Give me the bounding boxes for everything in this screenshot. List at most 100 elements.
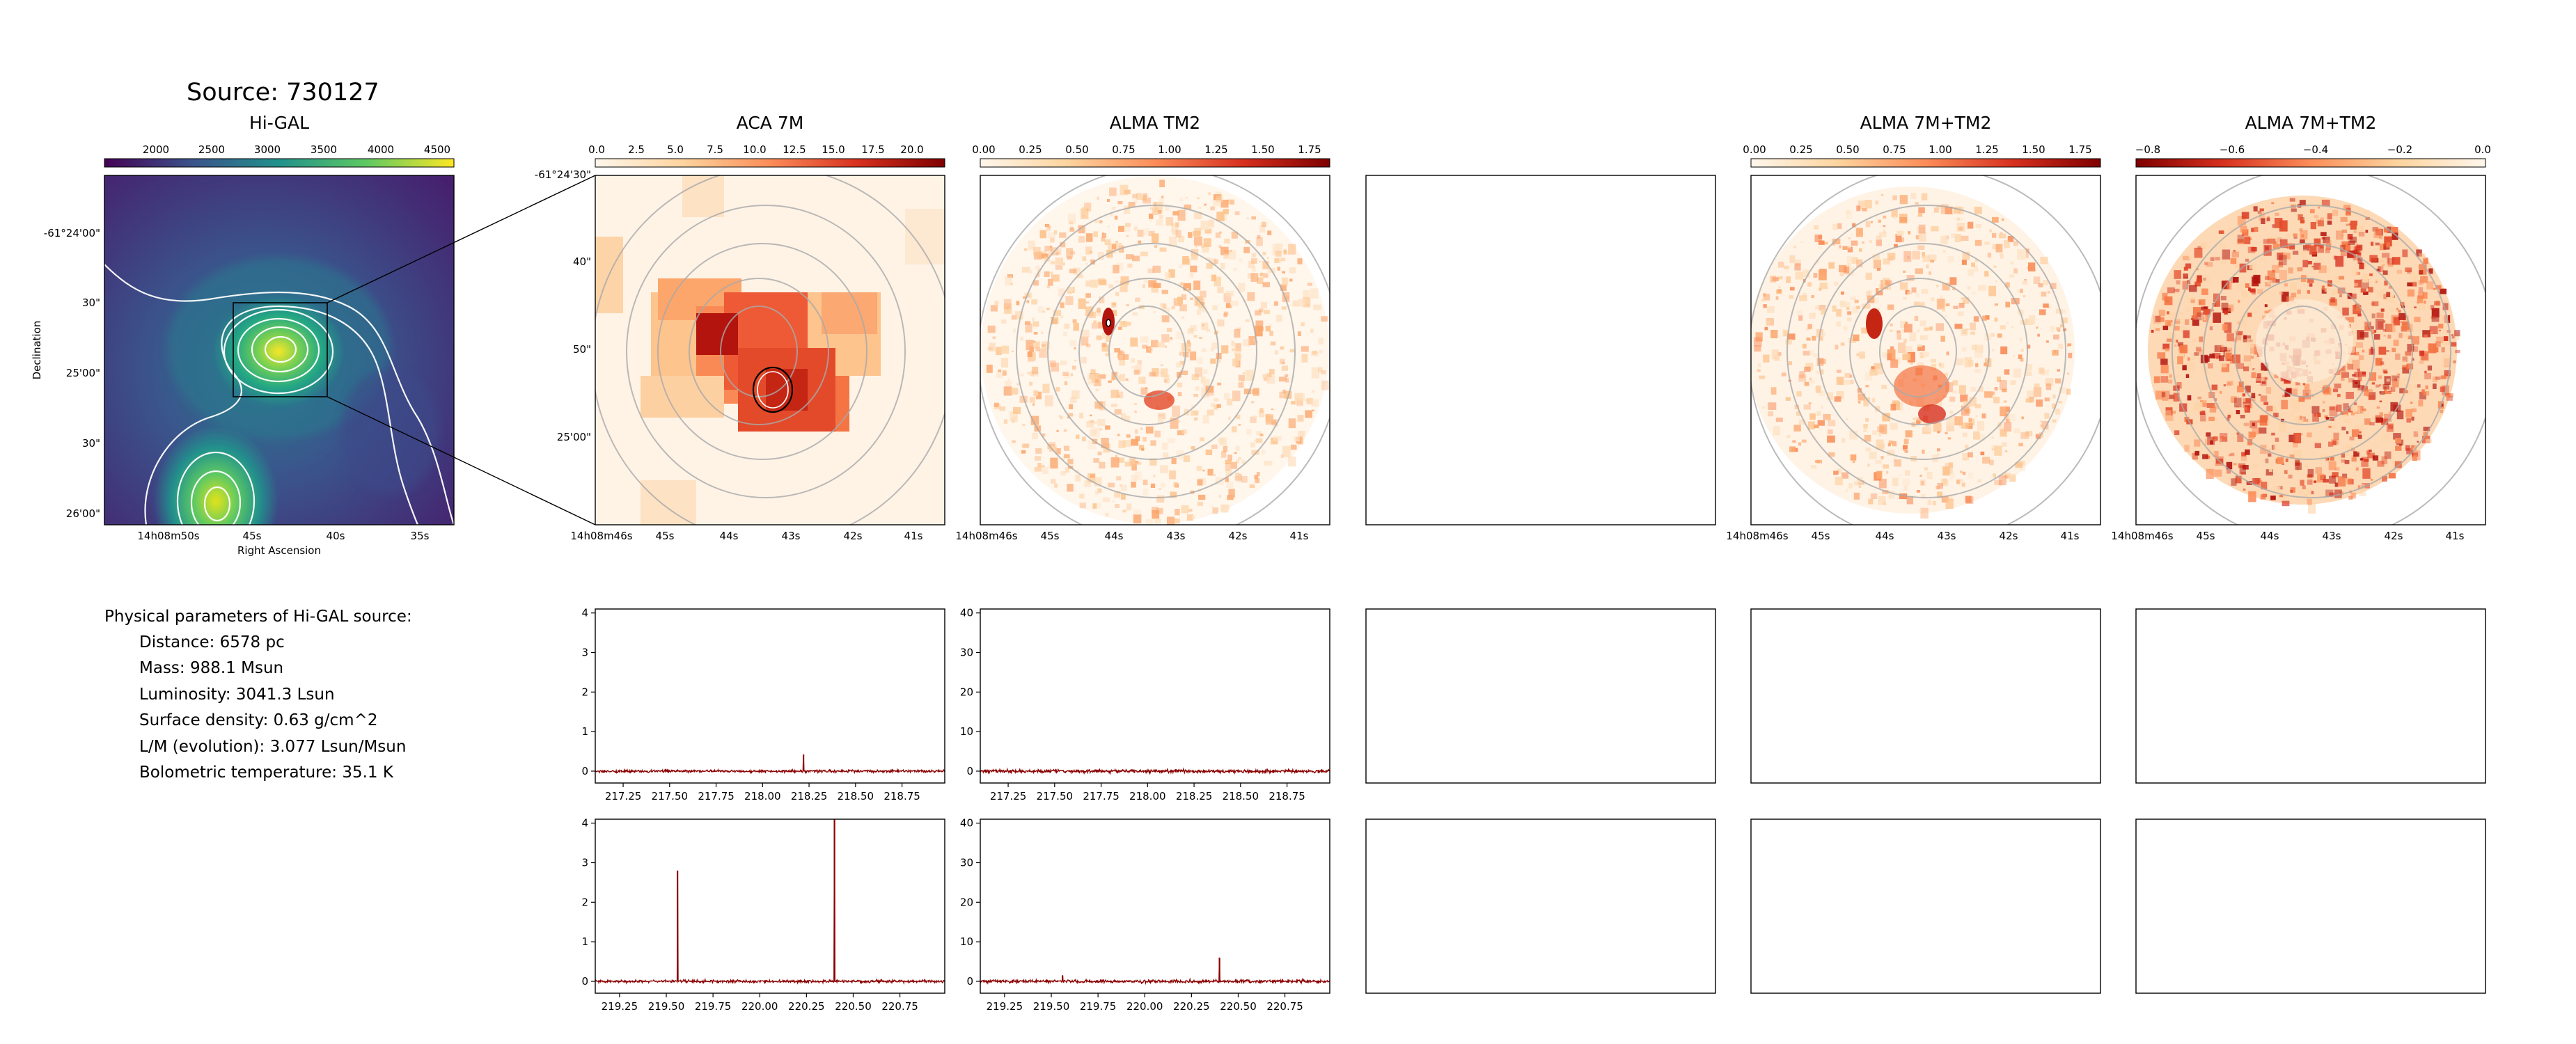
speckle-pixel: [2240, 415, 2245, 419]
speckle-pixel: [1828, 420, 1836, 427]
speckle-pixel: [1224, 250, 1230, 254]
speckle-pixel: [1881, 384, 1887, 389]
speckle-pixel: [2013, 368, 2022, 378]
speckle-pixel: [2442, 355, 2451, 366]
speckle-pixel: [1003, 419, 1008, 424]
speckle-pixel: [1942, 308, 1946, 312]
speckle-pixel: [1224, 311, 1229, 316]
speckle-pixel: [1256, 431, 1262, 436]
speckle-pixel: [2386, 292, 2394, 303]
cbar-tick: 3000: [254, 143, 281, 156]
speckle-pixel: [2174, 270, 2181, 279]
speckle-pixel: [1164, 345, 1168, 348]
speckle-pixel: [1844, 266, 1850, 274]
speckle-pixel: [2325, 489, 2334, 498]
speckle-pixel: [2336, 230, 2343, 240]
speckle-pixel: [2345, 210, 2351, 216]
speckle-pixel: [2189, 285, 2197, 292]
speckle-pixel: [1866, 291, 1871, 296]
speckle-pixel: [2320, 217, 2324, 221]
speckle-pixel: [1266, 375, 1275, 384]
speckle-pixel: [1007, 379, 1010, 381]
speckle-pixel: [2268, 453, 2272, 457]
speckle-pixel: [2307, 498, 2312, 505]
spectrum-panel: 217.25 217.50 217.75 218.00 218.25 218.50 218.…: [960, 607, 1330, 802]
speckle-pixel: [2245, 436, 2248, 438]
speckle-pixel: [1966, 328, 1969, 331]
speckle-pixel: [1795, 271, 1804, 280]
speckle-pixel: [1200, 290, 1207, 298]
speckle-pixel: [1806, 328, 1809, 331]
speckle-pixel: [1000, 358, 1008, 368]
speckle-pixel: [1093, 379, 1101, 386]
speckle-pixel: [2379, 400, 2382, 402]
speckle-pixel: [2004, 450, 2008, 453]
speckle-pixel: [2293, 432, 2302, 443]
speckle-pixel: [2444, 370, 2451, 377]
speckle-pixel: [2353, 402, 2357, 406]
speckle-pixel: [1865, 272, 1872, 280]
speckle-pixel: [2248, 403, 2253, 409]
speckle-pixel: [2041, 420, 2049, 429]
speckle-pixel: [1968, 418, 1972, 422]
speckle-pixel: [1761, 299, 1765, 302]
speckle-pixel: [2371, 242, 2374, 246]
speckle-pixel: [1283, 250, 1287, 255]
speckle-pixel: [1920, 479, 1926, 486]
spectrum-frame: [980, 608, 1330, 784]
speckle-pixel: [1154, 430, 1161, 438]
speckle-pixel: [1880, 456, 1884, 459]
speckle-pixel: [1847, 263, 1851, 267]
speckle-pixel: [2371, 313, 2375, 319]
speckle-pixel: [1922, 255, 1930, 262]
speckle-pixel: [1097, 196, 1099, 200]
speckle-pixel: [2333, 255, 2337, 260]
speckle-pixel: [1919, 320, 1926, 326]
x-tick-label: 218.25: [1176, 790, 1213, 802]
speckle-pixel: [1238, 473, 1242, 476]
speckle-pixel: [2201, 242, 2207, 250]
speckle-pixel: [1239, 356, 1243, 358]
speckle-pixel: [1097, 418, 1106, 427]
speckle-pixel: [1761, 406, 1766, 409]
speckle-pixel: [1282, 271, 1285, 274]
speckle-pixel: [1956, 358, 1964, 365]
speckle-pixel: [1255, 438, 1263, 443]
speckle-pixel: [1841, 291, 1844, 295]
speckle-pixel: [2416, 428, 2421, 433]
speckle-pixel: [2424, 372, 2431, 379]
speckle-pixel: [2259, 257, 2265, 261]
speckle-pixel: [1808, 402, 1812, 404]
x-tick-label: 219.75: [695, 1000, 732, 1013]
x-tick-label: 217.25: [605, 790, 642, 802]
speckle-pixel: [2207, 363, 2213, 369]
speckle-pixel: [2365, 230, 2369, 233]
speckle-pixel: [2383, 228, 2389, 232]
speckle-pixel: [1210, 206, 1215, 211]
x-tick: 43s: [1938, 530, 1956, 542]
speckle-pixel: [1858, 200, 1866, 209]
speckle-pixel: [2020, 349, 2024, 352]
speckle-pixel: [1950, 411, 1953, 414]
speckle-pixel: [1157, 416, 1163, 425]
speckle-pixel: [1202, 469, 1205, 472]
speckle-pixel: [2407, 282, 2413, 287]
speckle-pixel: [2342, 307, 2349, 316]
speckle-pixel: [1125, 223, 1131, 227]
speckle-pixel: [1122, 322, 1126, 325]
cbar-tick: −0.4: [2303, 143, 2328, 156]
speckle-pixel: [1798, 442, 1802, 446]
speckle-pixel: [1076, 274, 1083, 278]
speckle-pixel: [2431, 308, 2440, 318]
speckle-pixel: [1116, 262, 1124, 271]
speckle-pixel: [1034, 252, 1042, 260]
speckle-pixel: [2413, 431, 2419, 437]
speckle-pixel: [1961, 482, 1965, 487]
speckle-pixel: [1937, 431, 1940, 434]
speckle-pixel: [1055, 387, 1060, 392]
speckle-pixel: [2340, 216, 2348, 222]
speckle-pixel: [1839, 381, 1843, 385]
speckle-pixel: [2213, 403, 2219, 409]
speckle-pixel: [1232, 426, 1237, 433]
speckle-pixel: [2406, 363, 2414, 370]
